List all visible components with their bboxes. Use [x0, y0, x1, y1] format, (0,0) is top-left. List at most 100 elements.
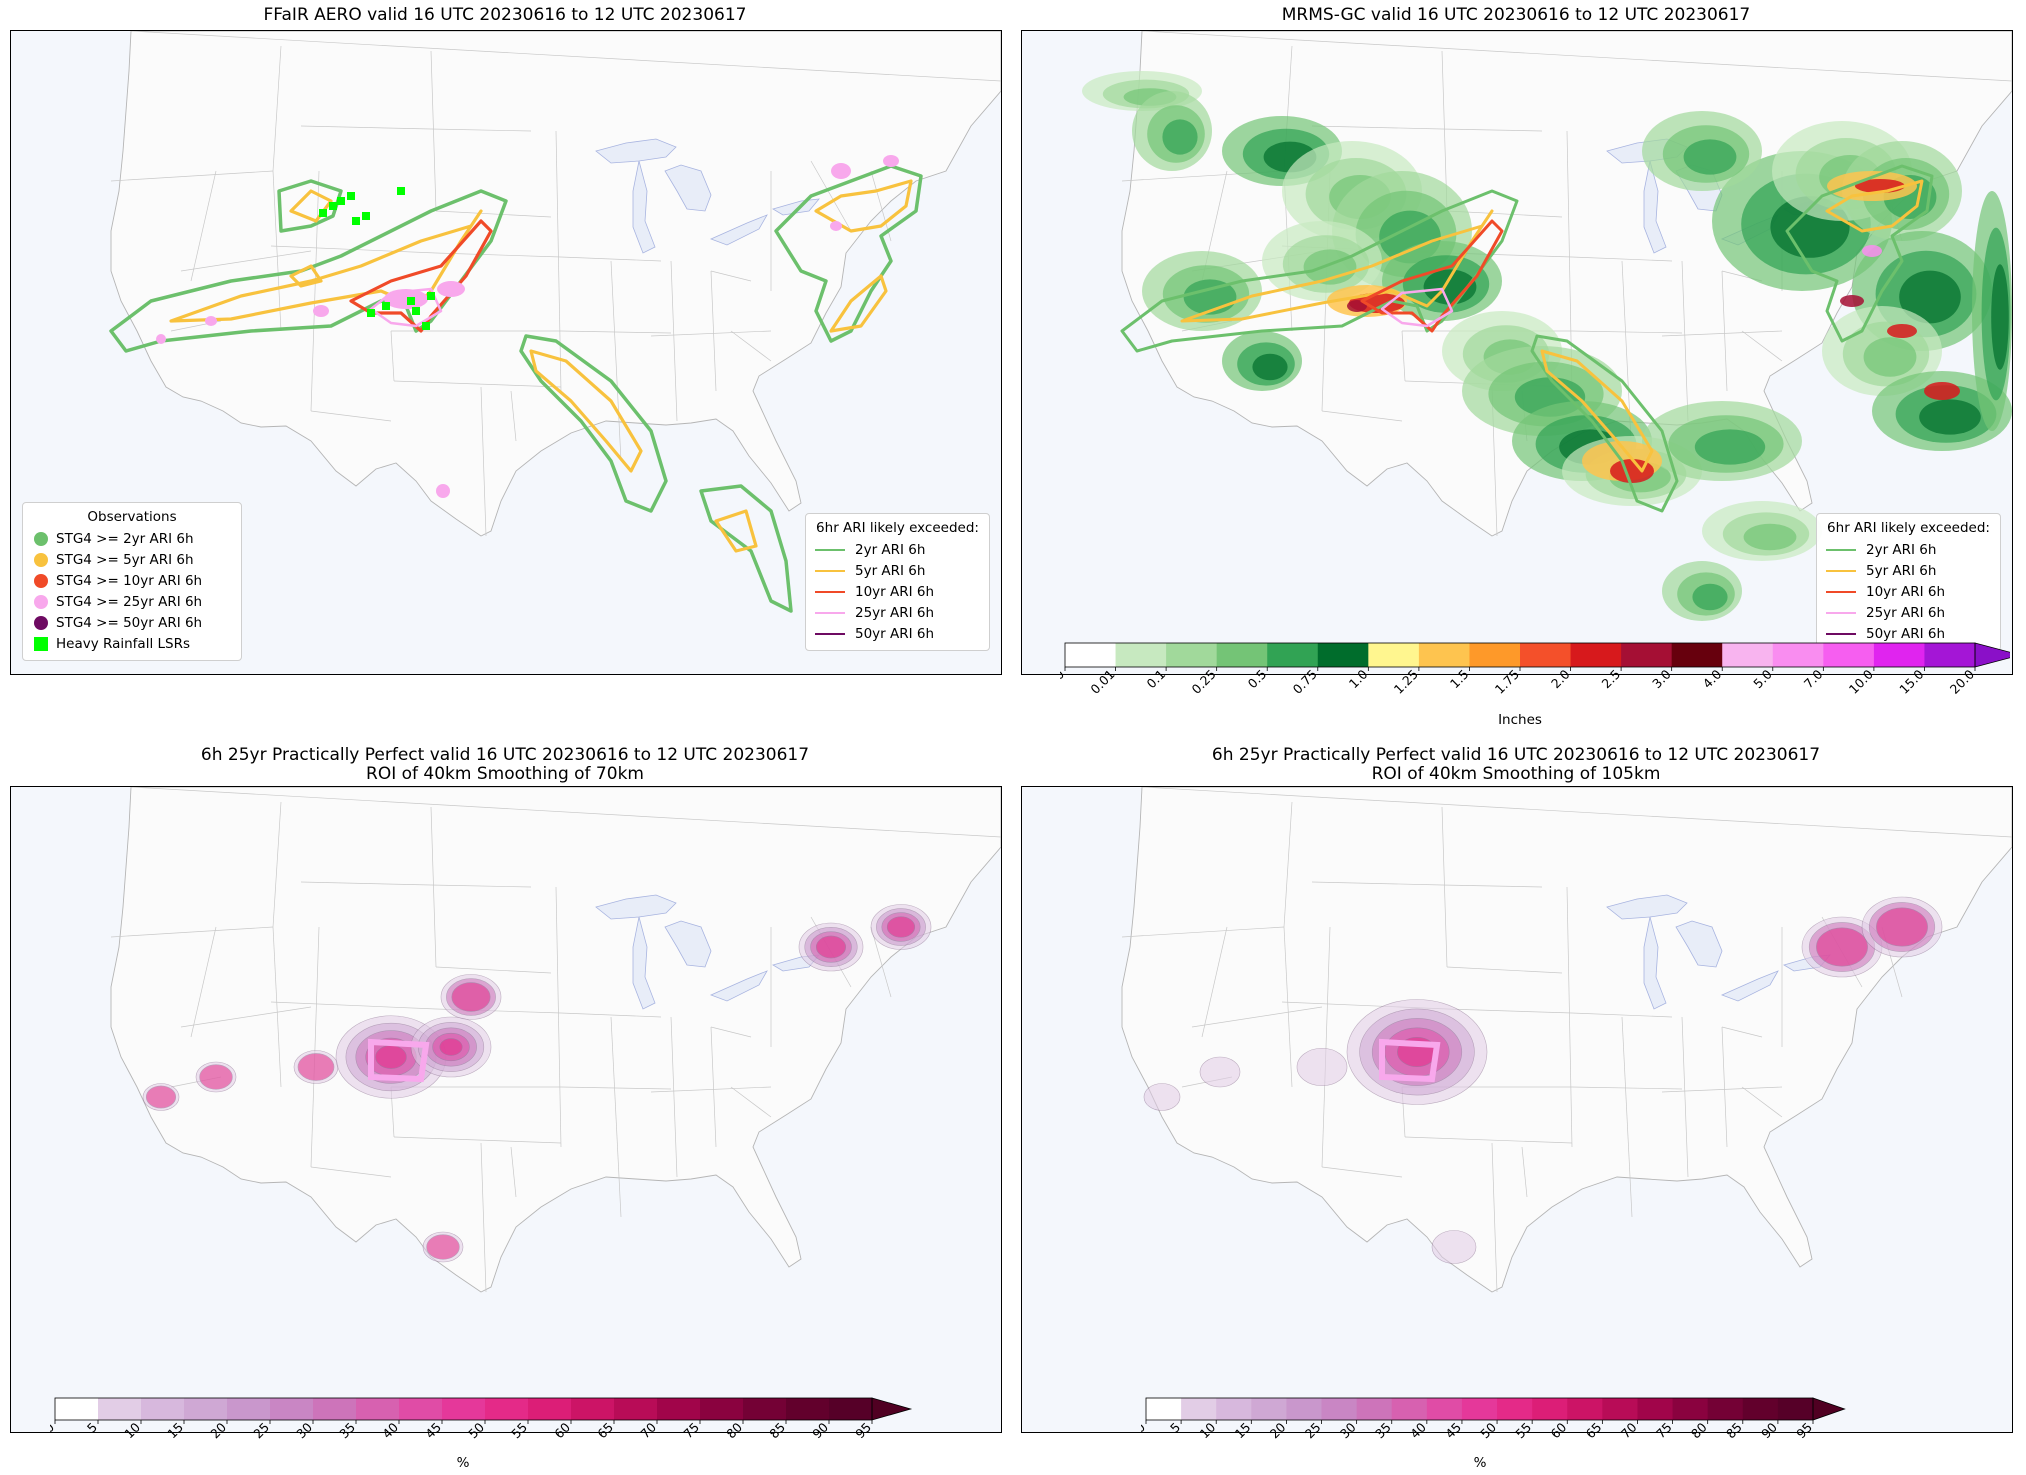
colorbar-bin [1426, 1398, 1463, 1420]
legend-entry: STG4 >= 2yr ARI 6h [32, 528, 232, 549]
aero-contour-5yr-ne-s [829, 274, 888, 333]
colorbar-bin [700, 1398, 744, 1420]
prob-area [439, 1038, 463, 1056]
legend-entry: 2yr ARI 6h [1826, 539, 1991, 560]
aero-contour-5yr-fl [714, 509, 758, 553]
legend-swatch [1826, 590, 1856, 593]
precip-area [1692, 583, 1728, 611]
colorbar-bin [1570, 643, 1622, 667]
panel-title-pp105-line1: 6h 25yr Practically Perfect valid 16 UTC… [1211, 745, 1821, 765]
colorbar-bin [1321, 1398, 1358, 1420]
mrms-ari-legend: 6hr ARI likely exceeded: 2yr ARI 6h 5yr A… [1816, 513, 2001, 651]
colorbar-bin [313, 1398, 357, 1420]
colorbar-tick-label: 10 [121, 1419, 143, 1441]
lsr-marker [422, 322, 430, 330]
colorbar-tick-label: 1.5 [1447, 667, 1472, 692]
prob-area [1143, 1083, 1181, 1111]
aero-contour-10yr [349, 219, 493, 333]
colorbar-bin [227, 1398, 271, 1420]
colorbar-tick-label: 70 [637, 1419, 659, 1441]
legend-entry: 5yr ARI 6h [815, 560, 980, 581]
colorbar-tick-label: 35 [1372, 1420, 1394, 1442]
colorbar-tick-label: 0.0 [1060, 666, 1067, 691]
mrms-ari-legend-title: 6hr ARI likely exceeded: [1827, 520, 1990, 536]
legend-swatch [1826, 611, 1856, 614]
legend-entry: STG4 >= 5yr ARI 6h [32, 549, 232, 570]
colorbar-bin [1418, 643, 1470, 667]
lsr-marker [329, 202, 337, 210]
legend-entry: 10yr ARI 6h [1826, 581, 1991, 602]
legend-label: STG4 >= 2yr ARI 6h [56, 530, 194, 547]
legend-entry: 2yr ARI 6h [815, 539, 980, 560]
legend-entry: 50yr ARI 6h [815, 623, 980, 644]
obs-25yr-marker [831, 163, 851, 179]
legend-entry: 25yr ARI 6h [815, 602, 980, 623]
colorbar-bin [1368, 643, 1420, 667]
legend-swatch [34, 531, 48, 546]
colorbar-tick-label: 10 [1196, 1419, 1218, 1441]
precip-core [1924, 382, 1960, 400]
lsr-marker [337, 197, 345, 205]
prob-area [1431, 1230, 1477, 1264]
colorbar-tick-label: 55 [508, 1420, 530, 1442]
colorbar-tick-label: 65 [1583, 1420, 1605, 1442]
aero-contour-2yr-ne [774, 164, 923, 343]
colorbar-tick-label: 80 [1688, 1419, 1710, 1441]
prob-area [815, 935, 847, 959]
legend-swatch [815, 611, 845, 614]
colorbar-tick-label: 1.25 [1391, 667, 1421, 697]
colorbar-bin [1216, 643, 1268, 667]
prob-area [199, 1064, 233, 1090]
obs-25yr-marker [156, 334, 166, 344]
observations-legend-title: Observations [87, 509, 177, 525]
precip-core [1610, 459, 1654, 483]
colorbar-tick-label: 40 [379, 1419, 401, 1441]
legend-entry: STG4 >= 50yr ARI 6h [32, 612, 232, 633]
mrms-contour-10yr [1360, 219, 1504, 333]
legend-label: 5yr ARI 6h [855, 562, 926, 579]
colorbar-bin [1602, 1398, 1638, 1420]
colorbar-bin [1166, 643, 1218, 667]
colorbar-tick-label: 80 [723, 1419, 745, 1441]
legend-label: STG4 >= 10yr ARI 6h [56, 572, 203, 589]
prob-area [886, 916, 916, 938]
colorbar-bin [1146, 1398, 1182, 1420]
prob-area [1296, 1047, 1348, 1087]
legend-swatch [1826, 632, 1856, 635]
observations-legend: Observations STG4 >= 2yr ARI 6h STG4 >= 5… [22, 502, 242, 661]
colorbar-tick-label: 60 [1548, 1419, 1570, 1441]
colorbar-tick-label: 85 [1723, 1420, 1745, 1442]
colorbar-extend [1974, 642, 2010, 668]
colorbar-bin [442, 1398, 486, 1420]
colorbar-bin [1873, 643, 1925, 667]
precip-core [1887, 324, 1917, 338]
colorbar-tick-label: 65 [594, 1420, 616, 1442]
colorbar-tick-label: 2.0 [1548, 666, 1573, 691]
obs-25yr-marker [830, 221, 842, 231]
legend-label: STG4 >= 50yr ARI 6h [56, 614, 203, 631]
colorbar-tick-label: 25 [1302, 1420, 1324, 1442]
lsr-marker [319, 209, 327, 217]
colorbar-bin [1317, 643, 1369, 667]
panel-title-pp70: 6h 25yr Practically Perfect valid 16 UTC… [10, 746, 1000, 784]
obs-25yr-marker [384, 289, 428, 309]
legend-label: STG4 >= 25yr ARI 6h [56, 593, 203, 610]
colorbar-bin [829, 1398, 873, 1420]
precip-core [1347, 300, 1367, 312]
colorbar-tick-label: 95 [1793, 1420, 1815, 1442]
aero-contour-5yr-ne [814, 179, 913, 233]
colorbar-tick-label: 3.0 [1649, 666, 1674, 691]
colorbar-tick-label: 4.0 [1700, 666, 1725, 691]
aero-contour-5yr-mt [289, 189, 333, 223]
panel-title-mrms: MRMS-GC valid 16 UTC 20230616 to 12 UTC … [1281, 5, 1751, 25]
colorbar-bin [1722, 643, 1774, 667]
colorbar-tick-label: 7.0 [1801, 666, 1826, 691]
colorbar-tick-label: 0 [1141, 1419, 1148, 1435]
colorbar-percent-pp70: 0 5 10 15 20 25 30 35 40 45 50 55 60 65 70 75 80 85 90 95 [50, 1397, 913, 1442]
colorbar-bin [1391, 1398, 1428, 1420]
mrms-contour-5yr-west [1180, 209, 1494, 323]
legend-entry: 25yr ARI 6h [1826, 602, 1991, 623]
panel-title-pp70-line1: 6h 25yr Practically Perfect valid 16 UTC… [200, 745, 810, 765]
precip-core [1862, 245, 1882, 257]
prob-area [1199, 1056, 1241, 1088]
